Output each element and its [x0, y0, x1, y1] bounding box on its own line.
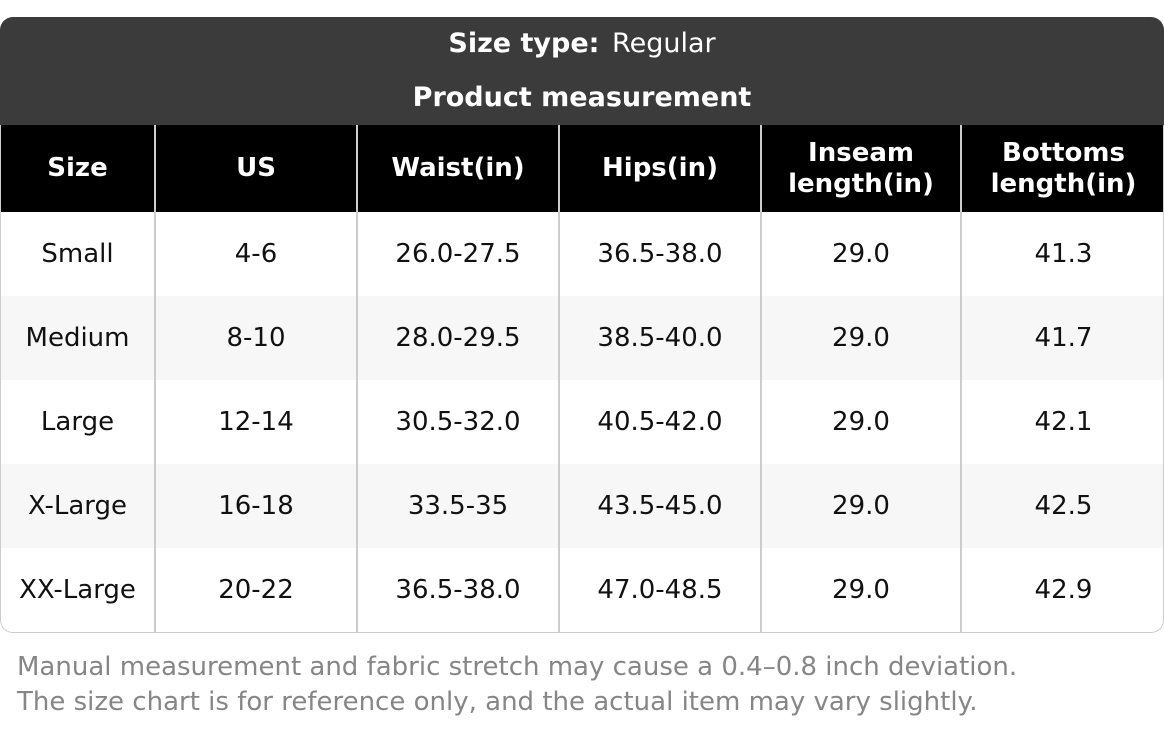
column-header-hips: Hips(in) — [558, 125, 761, 212]
table-row-large: Large 12-14 30.5-32.0 40.5-42.0 29.0 42.… — [1, 380, 1163, 464]
cell-size: Small — [41, 239, 114, 269]
size-type-line: Size type: Regular — [0, 17, 1164, 71]
table-row-x-large: X-Large 16-18 33.5-35 43.5-45.0 29.0 42.… — [1, 464, 1163, 548]
cell-us: 20-22 — [154, 548, 357, 632]
cell-waist: 33.5-35 — [356, 464, 559, 548]
product-measurement-title: Product measurement — [412, 82, 752, 113]
cell-hips: 40.5-42.0 — [558, 380, 761, 464]
size-type-value: Regular — [612, 28, 716, 59]
cell-bottoms: 42.1 — [960, 380, 1163, 464]
cell-waist: 26.0-27.5 — [356, 212, 559, 296]
table-header-row: Size US Waist(in) Hips(in) Inseam length… — [1, 125, 1163, 212]
column-header-us: US — [154, 125, 357, 212]
cell-size: XX-Large — [19, 575, 136, 605]
cell-hips: 47.0-48.5 — [558, 548, 761, 632]
cell-inseam: 29.0 — [760, 296, 961, 380]
size-type-label: Size type: — [448, 28, 600, 59]
measurement-disclaimer: Manual measurement and fabric stretch ma… — [0, 650, 1164, 719]
column-header-waist: Waist(in) — [356, 125, 559, 212]
cell-bottoms: 42.5 — [960, 464, 1163, 548]
cell-us: 12-14 — [154, 380, 357, 464]
cell-inseam: 29.0 — [760, 212, 961, 296]
cell-us: 16-18 — [154, 464, 357, 548]
column-header-size: Size — [47, 153, 108, 183]
disclaimer-line-2: The size chart is for reference only, an… — [17, 686, 978, 717]
cell-us: 8-10 — [154, 296, 357, 380]
table-row-xx-large: XX-Large 20-22 36.5-38.0 47.0-48.5 29.0 … — [1, 548, 1163, 632]
column-header-inseam-length: Inseam length(in) — [760, 125, 961, 212]
cell-waist: 36.5-38.0 — [356, 548, 559, 632]
size-chart-banner: Size type: Regular Product measurement — [0, 17, 1164, 125]
size-table-container: Size US Waist(in) Hips(in) Inseam length… — [0, 125, 1164, 633]
cell-us: 4-6 — [154, 212, 357, 296]
cell-hips: 38.5-40.0 — [558, 296, 761, 380]
cell-hips: 36.5-38.0 — [558, 212, 761, 296]
cell-size: X-Large — [27, 491, 128, 521]
column-header-bottoms-length: Bottoms length(in) — [960, 125, 1163, 212]
cell-inseam: 29.0 — [760, 548, 961, 632]
cell-waist: 28.0-29.5 — [356, 296, 559, 380]
cell-bottoms: 42.9 — [960, 548, 1163, 632]
cell-bottoms: 41.7 — [960, 296, 1163, 380]
cell-inseam: 29.0 — [760, 380, 961, 464]
cell-hips: 43.5-45.0 — [558, 464, 761, 548]
cell-size: Medium — [25, 323, 130, 353]
table-row-medium: Medium 8-10 28.0-29.5 38.5-40.0 29.0 41.… — [1, 296, 1163, 380]
cell-inseam: 29.0 — [760, 464, 961, 548]
cell-size: Large — [40, 407, 115, 437]
disclaimer-line-1: Manual measurement and fabric stretch ma… — [17, 652, 1018, 682]
table-row-small: Small 4-6 26.0-27.5 36.5-38.0 29.0 41.3 — [1, 212, 1163, 296]
size-table: Size US Waist(in) Hips(in) Inseam length… — [1, 125, 1163, 632]
cell-waist: 30.5-32.0 — [356, 380, 559, 464]
cell-bottoms: 41.3 — [960, 212, 1163, 296]
